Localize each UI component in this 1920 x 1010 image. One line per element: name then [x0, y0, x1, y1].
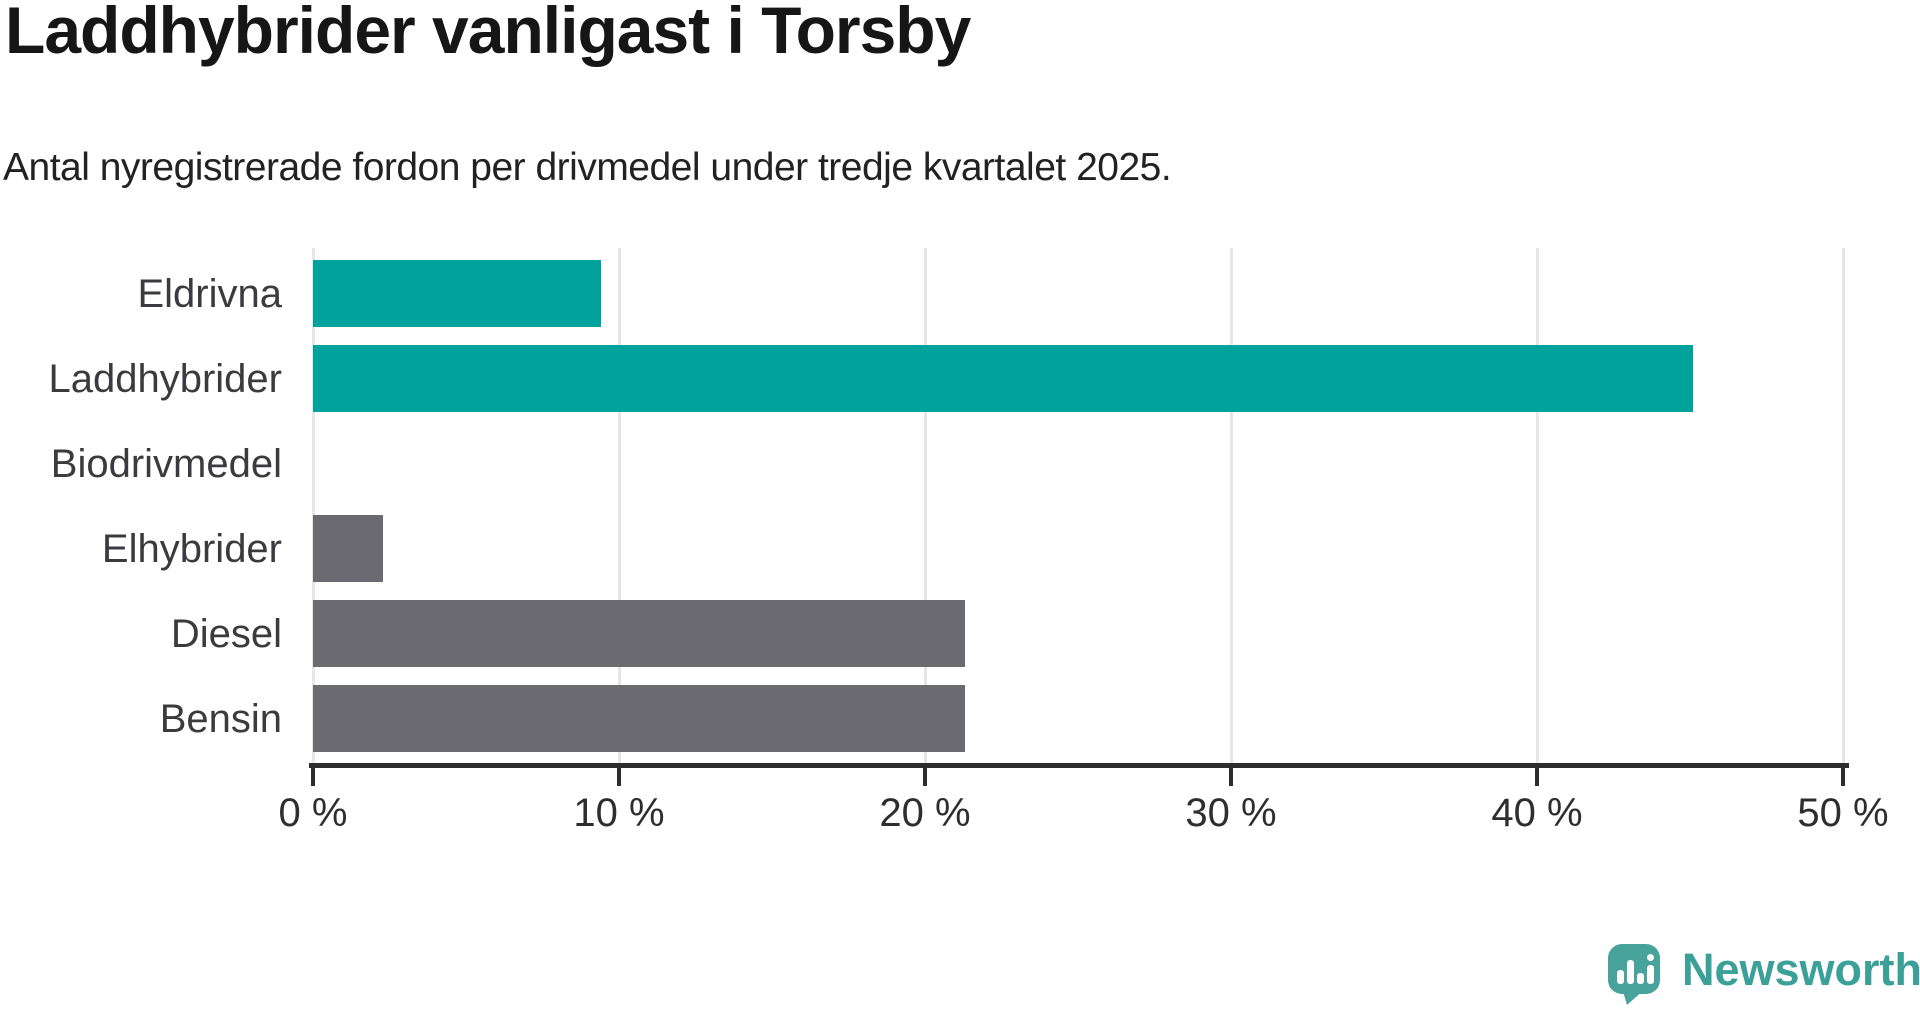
plot-area — [312, 248, 1845, 765]
chart-subtitle: Antal nyregistrerade fordon per drivmede… — [3, 146, 1172, 189]
gridline-10% — [618, 248, 621, 765]
x-tick-label: 0 % — [278, 791, 348, 835]
gridline-20% — [924, 248, 927, 765]
y-label-laddhybrider: Laddhybrider — [48, 356, 283, 401]
bar-elhybrider — [313, 515, 384, 582]
y-label-diesel: Diesel — [170, 611, 282, 656]
x-tick-mark — [923, 763, 927, 786]
gridline-30% — [1230, 248, 1233, 765]
x-tick-label: 20 % — [879, 791, 971, 835]
x-tick-mark — [617, 763, 621, 786]
x-tick-mark — [1535, 763, 1539, 786]
x-tick-mark — [1841, 763, 1845, 786]
newsworthy-logo: Newsworthy — [1608, 944, 1920, 1010]
y-label-bensin: Bensin — [159, 696, 282, 741]
x-axis-ticks: 0 % 10 % 20 % 30 % 40 % 50 % — [279, 763, 1889, 835]
bar-laddhybrider — [313, 345, 1694, 412]
bar-bensin — [313, 685, 965, 752]
x-tick-label: 10 % — [573, 791, 665, 835]
bar-diesel — [313, 600, 965, 667]
newsworthy-logo-icon — [1608, 944, 1660, 1005]
gridline-40% — [1536, 248, 1539, 765]
x-tick-label: 40 % — [1491, 791, 1583, 835]
chart-title: Laddhybrider vanligast i Torsby — [5, 0, 971, 67]
x-tick-label: 30 % — [1185, 791, 1277, 835]
gridline-0% — [312, 248, 315, 765]
newsworthy-logo-text: Newsworthy — [1682, 944, 1920, 995]
y-label-eldrivna: Eldrivna — [137, 271, 282, 316]
x-axis-line — [309, 763, 1849, 768]
gridline-50% — [1842, 248, 1845, 765]
x-tick-mark — [1229, 763, 1233, 786]
x-tick-mark — [311, 763, 315, 786]
bar-eldrivna — [313, 260, 601, 327]
y-label-elhybrider: Elhybrider — [101, 526, 282, 571]
x-tick-label: 50 % — [1797, 791, 1889, 835]
y-label-biodrivmedel: Biodrivmedel — [50, 441, 282, 486]
